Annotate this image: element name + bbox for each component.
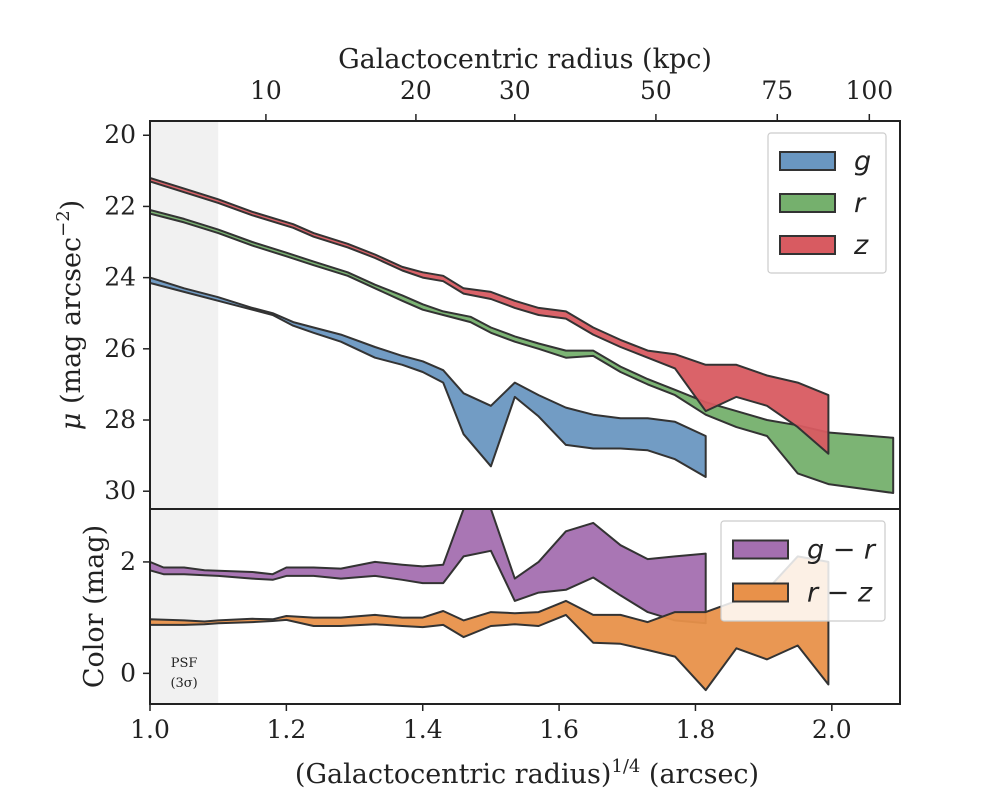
psf-band (150, 509, 219, 704)
color-ytick-label: 2 (120, 547, 136, 576)
color-ytick-label: 0 (120, 658, 136, 687)
band-area-g (150, 276, 707, 478)
legend-swatch (732, 539, 789, 560)
legend-label: g (854, 146, 871, 177)
xtick-label: 1.2 (266, 715, 306, 744)
surface-brightness-panel: 20 22 24 26 28 30 10 20 30 50 75 100 grz μ (mag ar… (53, 44, 901, 510)
top-x-axis-label: Galactocentric radius (kpc) (338, 44, 712, 75)
band-area-r (150, 209, 895, 494)
xtick-label: 2.0 (812, 715, 852, 744)
mu-ytick-label: 28 (104, 405, 136, 434)
color-legend: g − r r − z (720, 520, 886, 622)
xtick-label: 1.4 (403, 715, 443, 744)
band-legend: grz (767, 132, 887, 274)
legend-swatch (779, 235, 836, 255)
mu-ytick-label: 20 (104, 120, 136, 149)
xtick-label: 1.8 (676, 715, 716, 744)
kpc-tick-label: 20 (400, 76, 432, 105)
mu-ytick-label: 24 (104, 263, 136, 292)
legend-label: r − z (807, 578, 873, 609)
band-area-rz (150, 555, 830, 692)
xtick-label: 1.6 (539, 715, 579, 744)
kpc-tick-label: 100 (845, 76, 893, 105)
kpc-tick-label: 30 (499, 76, 531, 105)
mu-ytick-label: 22 (104, 191, 136, 220)
kpc-tick-label: 75 (761, 76, 793, 105)
color-panel: 0 2 1.0 1.2 1.4 1.6 1.8 2.0 g − r r − z Color (… (79, 508, 901, 744)
psf-band (150, 121, 219, 509)
bottom-panel-frame (149, 508, 901, 705)
y-axis-label-mu: μ (mag arcsec−2) (53, 200, 87, 430)
band-area-z (150, 177, 830, 455)
y-axis-label-color: Color (mag) (79, 525, 110, 688)
psf-label: PSF (171, 656, 198, 671)
xtick-label: 1.0 (130, 715, 170, 744)
kpc-tick-label: 50 (640, 76, 672, 105)
mu-ytick-label: 26 (104, 334, 136, 363)
legend-label: z (853, 230, 869, 261)
kpc-tick-label: 10 (250, 76, 282, 105)
psf-sigma-label: (3σ) (170, 676, 197, 691)
legend-label: r (854, 188, 867, 219)
legend-label: g − r (807, 535, 877, 566)
legend-swatch (779, 151, 836, 171)
legend-swatch (779, 193, 836, 213)
mu-ytick-label: 30 (104, 476, 136, 505)
x-axis-label: (Galactocentric radius)1/4 (arcsec) (295, 756, 759, 790)
band-area-gr (150, 509, 707, 625)
legend-swatch (732, 582, 789, 603)
